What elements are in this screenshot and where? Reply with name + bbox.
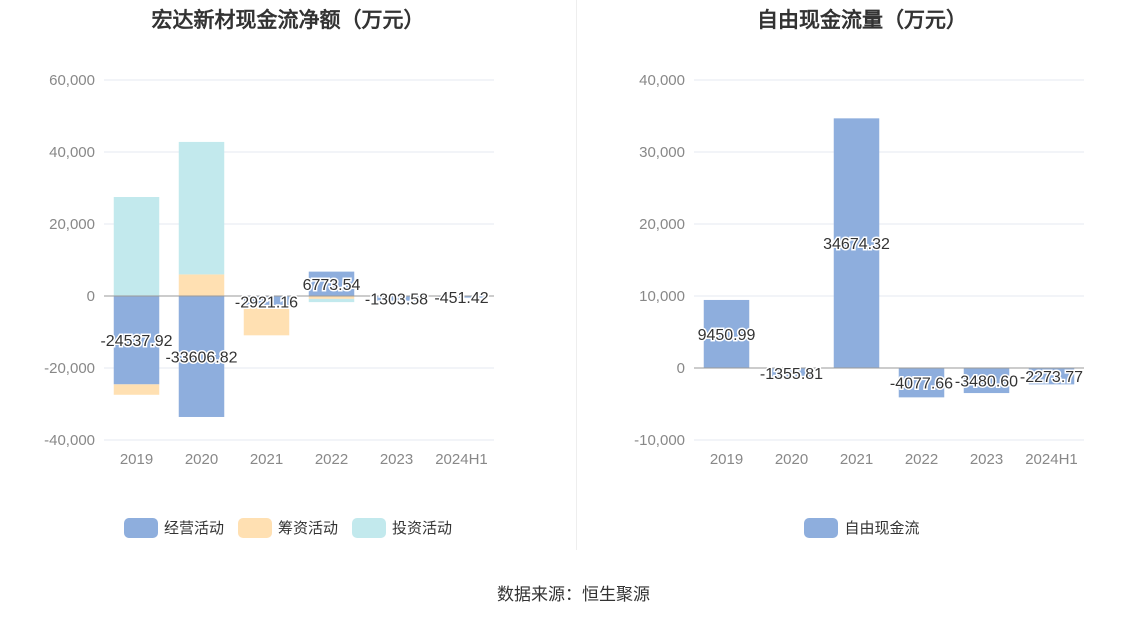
- legend-swatch: [237, 517, 272, 538]
- x-tick-label: 2021: [250, 451, 283, 468]
- x-tick-label: 2023: [380, 451, 413, 468]
- y-tick-label: -20,000: [44, 360, 95, 377]
- x-tick-label: 2019: [710, 451, 743, 468]
- legend-label: 自由现金流: [844, 520, 920, 537]
- legend-label: 投资活动: [392, 520, 453, 537]
- x-tick-label: 2020: [775, 451, 808, 468]
- legend-label: 筹资活动: [277, 520, 338, 537]
- bar: [373, 296, 420, 301]
- free-cash-flow-chart-panel: 自由现金流量（万元） 40,000 30,000 20,000 10,000 0 -10,…: [577, 0, 1147, 560]
- data-label: 9450.99: [698, 327, 756, 344]
- bar: [898, 368, 945, 398]
- y-tick-label: 60,000: [49, 72, 95, 89]
- bar: [1028, 368, 1075, 385]
- x-tick-label: 2023: [970, 451, 1003, 468]
- y-tick-label: 20,000: [639, 216, 685, 233]
- legend-item[interactable]: 自由现金流: [804, 517, 920, 538]
- x-tick-label: 2021: [840, 451, 873, 468]
- bar: [178, 274, 225, 296]
- y-tick-label: -10,000: [634, 432, 685, 449]
- bar: [243, 296, 290, 307]
- chart-title: 自由现金流量（万元）: [757, 9, 967, 32]
- chart-legend: 经营活动 筹资活动 投资活动: [0, 517, 576, 538]
- data-label: -3480.60: [955, 374, 1018, 391]
- data-label: -4077.66: [890, 376, 953, 393]
- data-label: 34674.32: [823, 236, 890, 253]
- bar: [438, 296, 485, 298]
- data-label: -1355.81: [760, 366, 823, 383]
- y-tick-label: -40,000: [44, 432, 95, 449]
- legend-item[interactable]: 经营活动: [123, 517, 224, 538]
- data-label: -33606.82: [165, 349, 237, 366]
- y-tick-label: 0: [87, 288, 95, 305]
- bar: [178, 296, 225, 417]
- bar: [833, 118, 880, 368]
- y-tick-label: 20,000: [49, 216, 95, 233]
- x-tick-label: 2024H1: [1025, 451, 1078, 468]
- bar: [113, 384, 160, 395]
- bar: [243, 306, 290, 336]
- bar: [113, 296, 160, 385]
- bar: [113, 197, 160, 296]
- y-tick-label: 40,000: [49, 144, 95, 161]
- data-label: 6773.54: [303, 277, 361, 294]
- y-tick-label: 0: [677, 360, 685, 377]
- cash-flow-chart-panel: 宏达新材现金流净额（万元） 60,000 40,000 20,000 0 -20,000…: [0, 0, 576, 560]
- data-source: 数据来源：恒生聚源: [497, 585, 650, 604]
- bar: [308, 298, 355, 303]
- legend-swatch: [123, 517, 158, 538]
- free-cash-flow-plot: 40,000 30,000 20,000 10,000 0 -10,000 2019 2020…: [634, 72, 1085, 468]
- bar: [768, 368, 815, 378]
- x-tick-label: 2019: [120, 451, 153, 468]
- x-tick-label: 2024H1: [435, 451, 488, 468]
- y-tick-label: 30,000: [639, 144, 685, 161]
- x-tick-label: 2022: [315, 451, 348, 468]
- bar: [178, 141, 225, 275]
- bar: [963, 368, 1010, 394]
- data-label: -2921.16: [235, 294, 298, 311]
- y-tick-label: 40,000: [639, 72, 685, 89]
- chart-legend: 自由现金流: [577, 517, 1147, 538]
- panel-divider: [576, 0, 577, 550]
- legend-item[interactable]: 筹资活动: [237, 517, 338, 538]
- bar: [703, 299, 750, 368]
- legend-item[interactable]: 投资活动: [352, 517, 452, 538]
- cash-flow-plot: 60,000 40,000 20,000 0 -20,000 -40,000 2019 202…: [44, 72, 494, 468]
- legend-swatch: [804, 517, 839, 538]
- data-label: -1303.58: [365, 291, 428, 308]
- bar: [308, 296, 355, 299]
- y-tick-label: 10,000: [639, 288, 685, 305]
- bar: [308, 271, 355, 296]
- x-tick-label: 2020: [185, 451, 218, 468]
- chart-title: 宏达新材现金流净额（万元）: [151, 9, 425, 32]
- legend-swatch: [352, 517, 386, 538]
- data-label: -451.42: [434, 290, 488, 307]
- data-label: -24537.92: [100, 333, 172, 350]
- x-tick-label: 2022: [905, 451, 938, 468]
- legend-label: 经营活动: [163, 520, 224, 537]
- data-label: -2273.77: [1020, 369, 1083, 386]
